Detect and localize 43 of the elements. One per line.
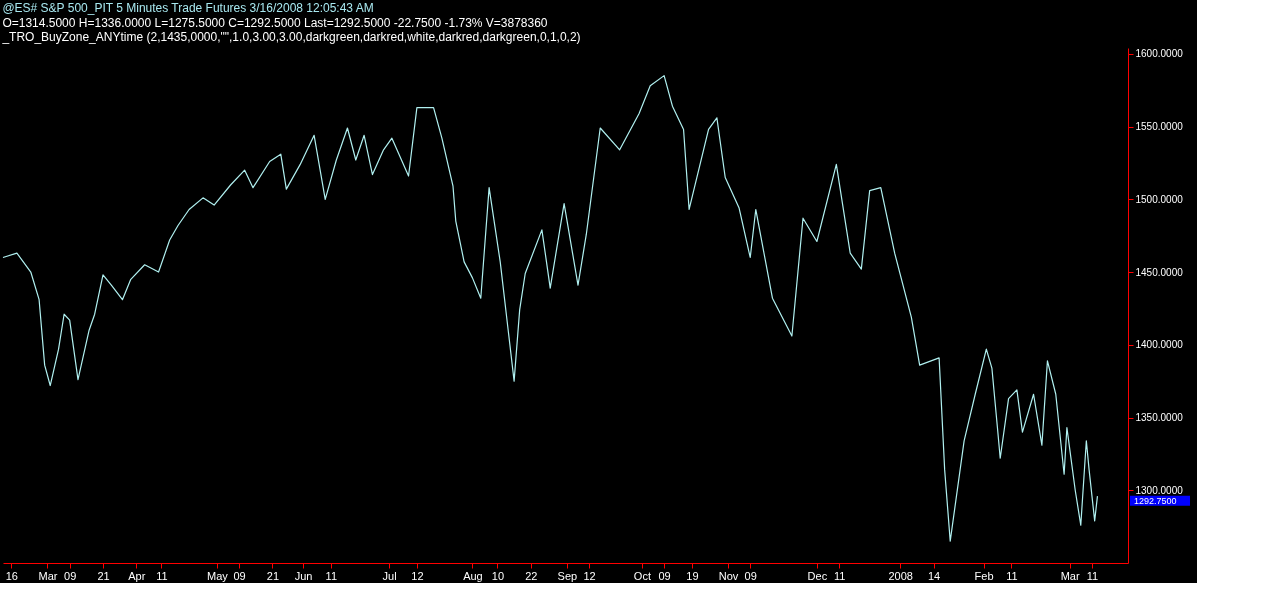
x-tick-label: Jul [382,569,397,582]
x-tick-label: Aug [463,569,483,582]
x-tick-label: May [207,569,229,582]
x-tick-label: 2008 [888,569,913,582]
x-tick-label: Oct [633,569,651,582]
x-tick-label: Sep [557,569,578,582]
x-tick-label: 11 [325,569,337,582]
x-tick-label: 12 [411,569,424,582]
x-tick-label: 09 [233,569,246,582]
x-tick-label: Mar [1060,569,1080,582]
x-tick-label: Apr [128,569,146,582]
x-tick-label: Mar [38,569,58,582]
y-tick-label: 1450.0000 [1135,266,1184,278]
y-tick-label: 1600.0000 [1135,48,1184,60]
y-tick-label: 1350.0000 [1135,412,1184,424]
x-tick-label: 11 [1086,569,1099,582]
chart-subtitle: O=1314.5000 H=1336.0000 L=1275.5000 C=1292.5000 Last=1292.5000 -22.7500 -1.73% V=3878360 [2,16,548,30]
x-tick-label: Feb [974,569,994,582]
chart-title: @ES# S&P 500_PIT 5 Minutes Trade Futures 3/16/2008 12:05:43 AM [2,1,374,15]
x-tick-label: 22 [525,569,538,582]
x-tick-label: 16 [5,569,18,582]
y-tick-label: 1500.0000 [1135,193,1184,205]
y-tick-label: 1550.0000 [1135,121,1184,133]
x-tick-label: 21 [97,569,110,582]
x-tick-label: 21 [266,569,280,582]
x-tick-label: Jun [294,569,313,582]
x-tick-label: 11 [156,569,168,582]
x-tick-label: Nov [718,569,739,582]
text: _TRO_BuyZone_ANYtime (2,1435,0000,"",1.0,3.00,3.00,darkgreen,darkred,white,darkred,darkgreen,0,1,0,2) [1,30,581,44]
x-tick-label: 09 [658,569,671,582]
line-series [2,75,1099,542]
x-tick-label: Dec [807,569,828,582]
y-tick-label: 1400.0000 [1135,339,1184,351]
x-tick-label: 14 [927,569,941,582]
x-tick-label: 11 [1006,569,1018,582]
x-tick-label: 09 [744,569,757,582]
ref-line-label: 1292.7500 [1134,495,1177,506]
x-tick-label: 11 [833,569,846,582]
x-tick-label: 10 [491,569,505,582]
x-tick-label: 19 [686,569,699,582]
x-tick-label: 12 [583,569,596,582]
y-tick-label: 1300.0000 [1135,484,1184,496]
x-tick-label: 09 [64,569,77,582]
